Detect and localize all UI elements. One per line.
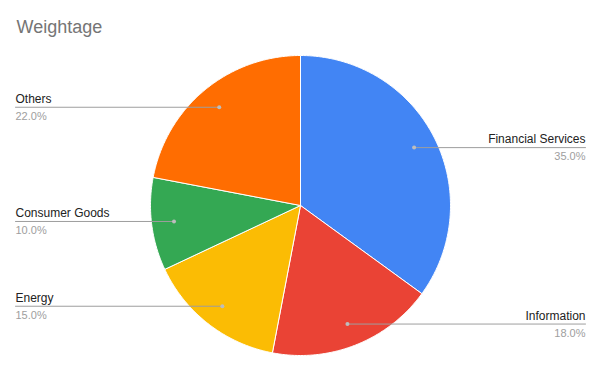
svg-text:15.0%: 15.0%	[16, 309, 47, 321]
svg-text:35.0%: 35.0%	[554, 150, 585, 162]
svg-text:18.0%: 18.0%	[554, 327, 585, 339]
svg-text:Information: Information	[525, 309, 585, 323]
svg-text:Financial Services: Financial Services	[488, 132, 585, 146]
svg-text:10.0%: 10.0%	[16, 224, 47, 236]
svg-text:Consumer Goods: Consumer Goods	[16, 206, 110, 220]
svg-text:Weightage: Weightage	[17, 17, 103, 37]
svg-text:Others: Others	[16, 92, 52, 106]
svg-text:Energy: Energy	[16, 291, 54, 305]
svg-text:22.0%: 22.0%	[16, 110, 47, 122]
